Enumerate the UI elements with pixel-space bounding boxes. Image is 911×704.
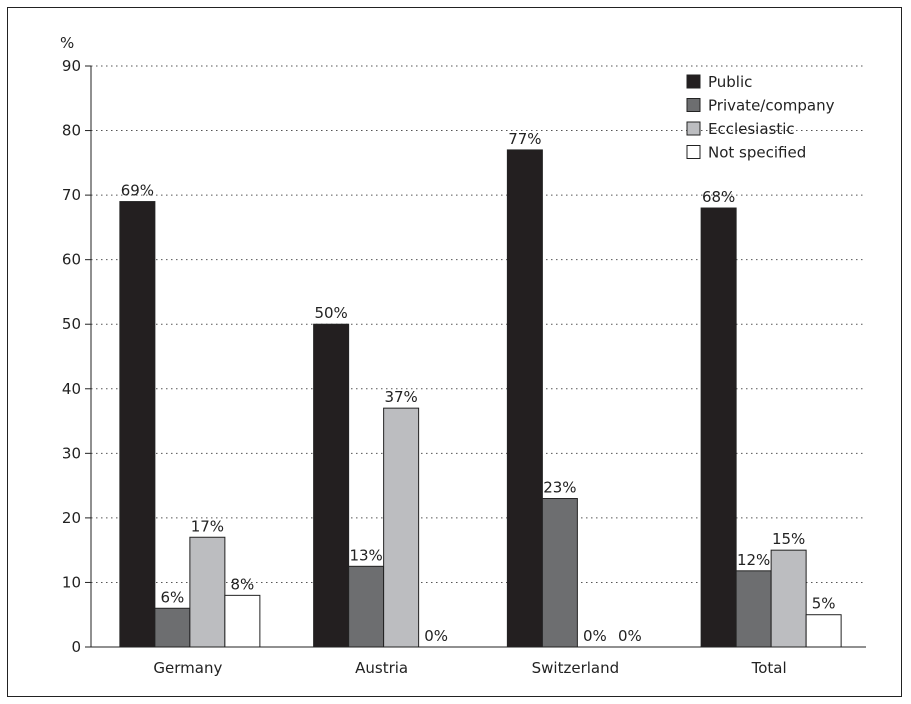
y-tick-label: 40 — [62, 380, 81, 398]
y-tick-label: 10 — [62, 573, 81, 591]
data-label-switzerland-public: 77% — [508, 130, 541, 148]
legend-swatch-public — [686, 74, 701, 89]
data-label-germany-not-specified: 8% — [230, 575, 254, 593]
y-tick-label: 60 — [62, 251, 81, 269]
legend-label-not-specified: Not specified — [708, 144, 806, 162]
bar-total-ecclesiastic — [770, 549, 807, 648]
x-category-label-austria: Austria — [355, 659, 408, 677]
bar-switzerland-public — [506, 149, 543, 648]
bar-total-public — [700, 207, 737, 648]
bar-germany-public — [119, 201, 156, 648]
bar-austria-ecclesiastic — [383, 407, 420, 648]
y-tick-label: 0 — [71, 638, 81, 656]
data-label-switzerland-ecclesiastic: 0% — [583, 627, 607, 645]
data-label-germany-ecclesiastic: 17% — [191, 517, 224, 535]
bar-germany-private-company — [154, 607, 191, 648]
legend-swatch-not-specified — [686, 145, 701, 159]
y-tick-label: 80 — [62, 122, 81, 140]
bar-total-not-specified — [805, 614, 842, 648]
data-label-total-private-company: 12% — [737, 551, 770, 569]
legend-swatch-private-company — [686, 98, 701, 112]
data-label-total-ecclesiastic: 15% — [772, 530, 805, 548]
bar-austria-private-company — [348, 565, 385, 648]
data-label-austria-not-specified: 0% — [424, 627, 448, 645]
bar-germany-ecclesiastic — [189, 536, 226, 648]
data-label-austria-private-company: 13% — [349, 546, 382, 564]
bar-switzerland-private-company — [541, 498, 578, 648]
legend-label-private-company: Private/company — [708, 97, 835, 115]
bar-germany-not-specified — [224, 594, 261, 648]
y-tick-label: 50 — [62, 315, 81, 333]
data-label-austria-ecclesiastic: 37% — [384, 388, 417, 406]
data-label-switzerland-private-company: 23% — [543, 479, 576, 497]
bar-total-private-company — [735, 570, 772, 648]
data-label-germany-private-company: 6% — [160, 588, 184, 606]
x-category-label-germany: Germany — [153, 659, 222, 677]
y-tick-label: 20 — [62, 509, 81, 527]
x-category-label-total: Total — [751, 659, 787, 677]
data-label-germany-public: 69% — [121, 182, 154, 200]
bar-austria-public — [313, 323, 350, 648]
data-label-austria-public: 50% — [314, 304, 347, 322]
legend-swatch-ecclesiastic — [686, 121, 701, 136]
y-tick-label: 70 — [62, 186, 81, 204]
legend-label-public: Public — [708, 73, 752, 91]
data-label-total-public: 68% — [702, 188, 735, 206]
y-axis-unit: % — [60, 34, 74, 52]
y-tick-label: 90 — [62, 57, 81, 75]
data-label-total-not-specified: 5% — [812, 595, 836, 613]
y-tick-label: 30 — [62, 444, 81, 462]
legend-label-ecclesiastic: Ecclesiastic — [708, 120, 795, 138]
x-category-label-switzerland: Switzerland — [532, 659, 620, 677]
data-label-switzerland-not-specified: 0% — [618, 627, 642, 645]
